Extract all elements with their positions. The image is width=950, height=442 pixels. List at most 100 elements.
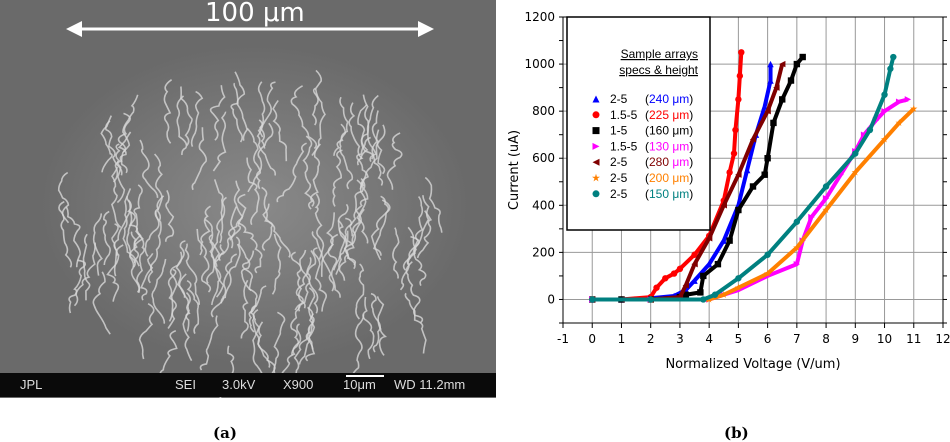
y-tick-label: 1200: [524, 10, 555, 24]
fiber-strand: [370, 292, 381, 353]
fiber-strand: [184, 243, 201, 305]
data-point: [890, 53, 897, 61]
lab-label: JPL: [20, 377, 43, 392]
fiber-strand: [210, 196, 227, 267]
legend-label: 1-5 (160 μm): [610, 124, 693, 138]
fiber-strand: [257, 81, 266, 149]
data-point: [662, 275, 669, 282]
fiber-strand: [65, 206, 81, 268]
fiber-strand: [241, 250, 258, 314]
fiber-strand: [406, 195, 424, 265]
legend-marker-icon: [592, 190, 600, 198]
fiber-strand: [234, 71, 248, 141]
data-point: [700, 296, 707, 303]
data-point: [691, 260, 698, 268]
data-point: [711, 291, 719, 298]
voltage-label: 3.0kV: [222, 377, 256, 392]
data-point: [851, 168, 859, 176]
fiber-strand: [211, 244, 226, 305]
fiber-strand: [311, 69, 323, 126]
fiber-strand: [294, 256, 312, 311]
data-point: [764, 155, 771, 162]
data-point: [682, 291, 689, 298]
fiber-strand: [182, 292, 193, 362]
fiber-strand: [371, 129, 384, 186]
y-tick-label: 200: [532, 245, 555, 259]
fiber-strand: [147, 210, 162, 284]
fiber-strand: [392, 227, 400, 279]
y-tick-label: 600: [532, 151, 555, 165]
fiber-strand: [252, 309, 264, 379]
fiber-strand: [196, 228, 212, 293]
legend-label: 2-5 (280 μm): [610, 155, 693, 169]
fiber-strand: [246, 157, 260, 226]
data-point: [691, 251, 698, 258]
fiber-strand: [290, 85, 318, 150]
data-point: [720, 237, 727, 244]
fiber-strand: [209, 85, 226, 141]
data-point: [764, 107, 771, 115]
fiber-strand: [220, 243, 241, 304]
x-tick-label: 5: [735, 332, 743, 346]
fiber-strand: [305, 287, 316, 350]
data-point: [904, 96, 912, 103]
scale-label: 100 μm: [205, 0, 305, 28]
fiber-strand: [281, 323, 302, 381]
data-point: [761, 171, 768, 178]
data-point: [887, 65, 894, 72]
fiber-strand: [140, 253, 154, 301]
fiber-strand: [190, 90, 204, 147]
fiber-strand: [404, 292, 427, 354]
caption-b: (b): [724, 424, 749, 442]
fiber-strand: [276, 142, 307, 203]
data-point: [799, 53, 806, 61]
series-line: [592, 52, 744, 302]
data-point: [767, 77, 774, 84]
data-point: [793, 260, 801, 268]
fiber-strand: [58, 200, 73, 268]
fiber-strand: [210, 253, 238, 318]
fiber-strand: [333, 96, 349, 156]
data-point: [734, 283, 743, 291]
fiber-strand: [57, 171, 70, 224]
fiber-strand: [372, 195, 390, 256]
fiber-strand: [335, 217, 353, 275]
fiber-strand: [351, 314, 365, 380]
fiber-strand: [191, 127, 208, 191]
legend-item: 2-5 (200 μm): [592, 171, 693, 185]
y-axis-label: Current (uA): [507, 130, 522, 210]
fiber-strand: [362, 296, 375, 360]
fiber-strand: [102, 210, 111, 266]
fiber-strand: [312, 247, 327, 312]
legend-title-1: Sample arrays: [621, 47, 698, 61]
data-point: [881, 107, 888, 115]
fiber-strand: [237, 221, 263, 274]
fiber-strand: [139, 139, 159, 198]
x-tick-label: 0: [588, 332, 596, 346]
fiber-strand: [302, 135, 315, 207]
fiber-strand: [348, 177, 369, 237]
x-tick-label: 10: [877, 332, 892, 346]
fiber-strand: [100, 115, 113, 173]
fiber-strand: [257, 81, 276, 138]
x-tick-label: 3: [676, 332, 684, 346]
data-point: [895, 119, 903, 127]
data-point: [676, 265, 684, 273]
scale-arrow-icon: [66, 21, 434, 37]
fiber-strand: [163, 79, 173, 144]
x-tick-label: 4: [705, 332, 713, 346]
x-tick-label: -1: [557, 332, 569, 346]
fiber-strand: [332, 219, 348, 271]
data-point: [705, 260, 713, 268]
fiber-strand: [339, 123, 354, 190]
fiber-strand: [199, 315, 219, 371]
data-point: [732, 126, 739, 134]
fiber-strand: [230, 82, 243, 143]
fiber-strand: [305, 306, 316, 362]
data-point: [764, 251, 771, 258]
x-tick-label: 11: [906, 332, 921, 346]
data-point: [779, 60, 786, 68]
data-point: [720, 202, 727, 209]
working-distance-label: WD 11.2mm: [394, 377, 466, 392]
data-point: [910, 104, 918, 112]
